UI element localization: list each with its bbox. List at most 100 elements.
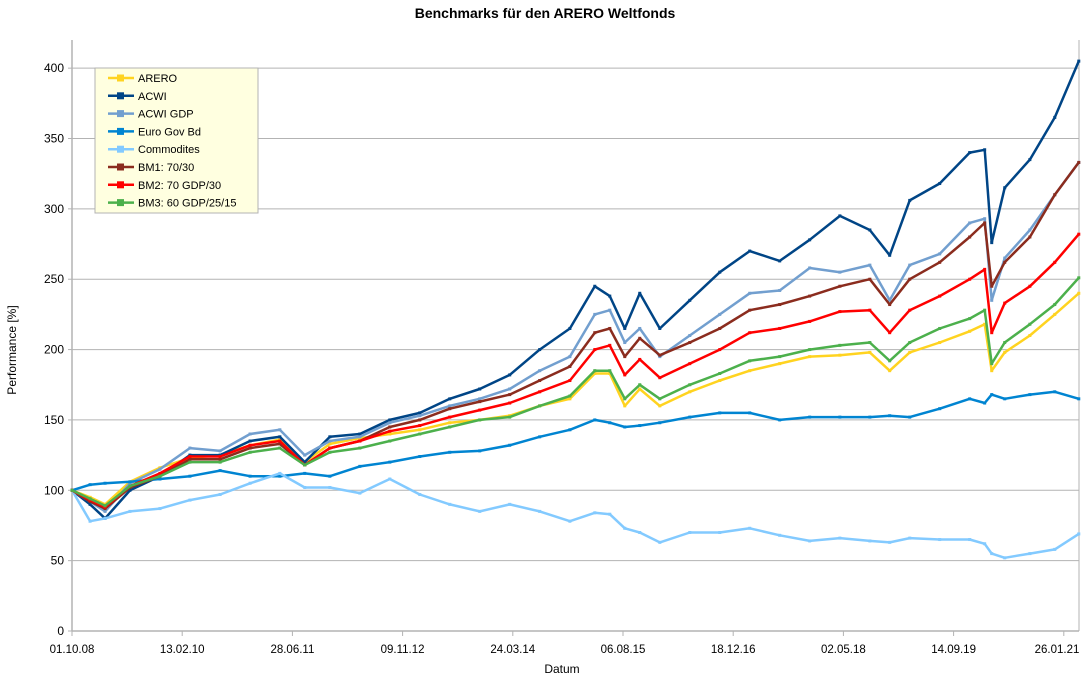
data-point	[388, 460, 392, 464]
data-point	[418, 432, 422, 436]
data-point	[908, 350, 912, 354]
data-point	[718, 270, 722, 274]
data-point	[938, 341, 942, 345]
data-point	[888, 298, 892, 302]
data-point	[538, 435, 542, 439]
data-point	[303, 460, 307, 464]
data-point	[778, 355, 782, 359]
data-point	[658, 376, 662, 380]
data-point	[938, 326, 942, 330]
data-point	[658, 326, 662, 330]
data-point	[1003, 301, 1007, 305]
chart-title: Benchmarks für den ARERO Weltfonds	[415, 5, 676, 21]
data-point	[248, 439, 252, 443]
data-point	[990, 331, 994, 335]
data-point	[983, 542, 987, 546]
data-point	[990, 552, 994, 556]
data-point	[838, 214, 842, 218]
data-point	[593, 418, 597, 422]
data-point	[838, 353, 842, 357]
data-point	[868, 228, 872, 232]
data-point	[418, 428, 422, 432]
data-point	[623, 425, 627, 429]
legend-item: Commodites	[108, 144, 200, 156]
legend-item: ARERO	[108, 73, 178, 85]
data-point	[990, 241, 994, 245]
data-point	[593, 312, 597, 316]
data-point	[990, 298, 994, 302]
legend-marker	[117, 163, 124, 171]
data-point	[88, 519, 92, 523]
data-point	[478, 509, 482, 513]
data-point	[248, 443, 252, 447]
data-point	[593, 511, 597, 515]
data-point	[568, 519, 572, 523]
y-tick-label: 300	[44, 202, 64, 216]
data-point	[248, 481, 252, 485]
data-point	[158, 467, 162, 471]
legend-label: ACWI GDP	[138, 109, 194, 121]
data-point	[188, 460, 192, 464]
data-point	[688, 390, 692, 394]
legend-marker	[117, 74, 124, 82]
data-point	[808, 539, 812, 543]
data-point	[748, 359, 752, 363]
data-point	[888, 369, 892, 373]
data-point	[990, 284, 994, 288]
data-point	[358, 439, 362, 443]
data-point	[938, 260, 942, 264]
data-point	[658, 353, 662, 357]
data-point	[188, 457, 192, 461]
data-point	[508, 401, 512, 405]
data-point	[218, 457, 222, 461]
x-tick-label: 24.03.14	[490, 644, 535, 656]
data-point	[303, 453, 307, 457]
data-point	[638, 357, 642, 361]
data-point	[538, 509, 542, 513]
data-point	[358, 446, 362, 450]
data-point	[983, 148, 987, 152]
legend-item: ACWI	[108, 91, 167, 103]
data-point	[388, 439, 392, 443]
data-point	[128, 480, 132, 484]
data-point	[748, 308, 752, 312]
data-point	[303, 485, 307, 489]
data-point	[688, 362, 692, 366]
data-point	[388, 429, 392, 433]
data-point	[593, 284, 597, 288]
data-point	[248, 474, 252, 478]
data-point	[908, 198, 912, 202]
legend-box	[94, 67, 259, 214]
data-point	[778, 259, 782, 263]
data-point	[748, 369, 752, 373]
x-tick-label: 18.12.16	[711, 644, 756, 656]
data-point	[888, 359, 892, 363]
data-point	[1028, 393, 1032, 397]
data-point	[478, 418, 482, 422]
data-point	[1003, 397, 1007, 401]
data-point	[638, 531, 642, 534]
data-point	[623, 397, 627, 401]
data-point	[838, 310, 842, 314]
data-point	[688, 334, 692, 337]
data-point	[938, 407, 942, 411]
data-point	[623, 326, 627, 330]
data-point	[1053, 260, 1057, 264]
data-point	[838, 343, 842, 347]
data-point	[328, 439, 332, 443]
data-point	[538, 369, 542, 373]
data-point	[103, 481, 107, 485]
data-point	[808, 294, 812, 298]
data-point	[278, 471, 282, 475]
data-point	[188, 498, 192, 502]
data-point	[358, 435, 362, 439]
data-point	[808, 238, 812, 242]
data-point	[808, 266, 812, 270]
series-line	[71, 292, 1080, 506]
legend-marker	[117, 110, 124, 118]
data-point	[508, 443, 512, 447]
data-point	[968, 397, 972, 401]
data-point	[358, 491, 362, 495]
data-point	[808, 415, 812, 419]
data-point	[938, 252, 942, 256]
